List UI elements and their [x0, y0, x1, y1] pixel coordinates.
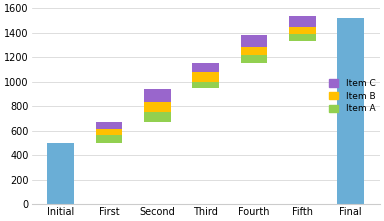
Bar	[144, 112, 170, 122]
Bar	[144, 89, 170, 103]
Bar	[96, 135, 122, 143]
Bar	[289, 15, 316, 27]
Bar	[47, 143, 74, 204]
Bar	[144, 103, 170, 112]
Bar	[192, 72, 219, 82]
Bar	[96, 122, 122, 129]
Bar	[241, 35, 267, 47]
Bar	[241, 47, 267, 55]
Bar	[289, 34, 316, 41]
Bar	[338, 18, 364, 204]
Bar	[241, 55, 267, 63]
Bar	[96, 129, 122, 135]
Bar	[289, 27, 316, 34]
Bar	[192, 63, 219, 72]
Legend: Item C, Item B, Item A: Item C, Item B, Item A	[329, 79, 375, 113]
Bar	[192, 82, 219, 88]
